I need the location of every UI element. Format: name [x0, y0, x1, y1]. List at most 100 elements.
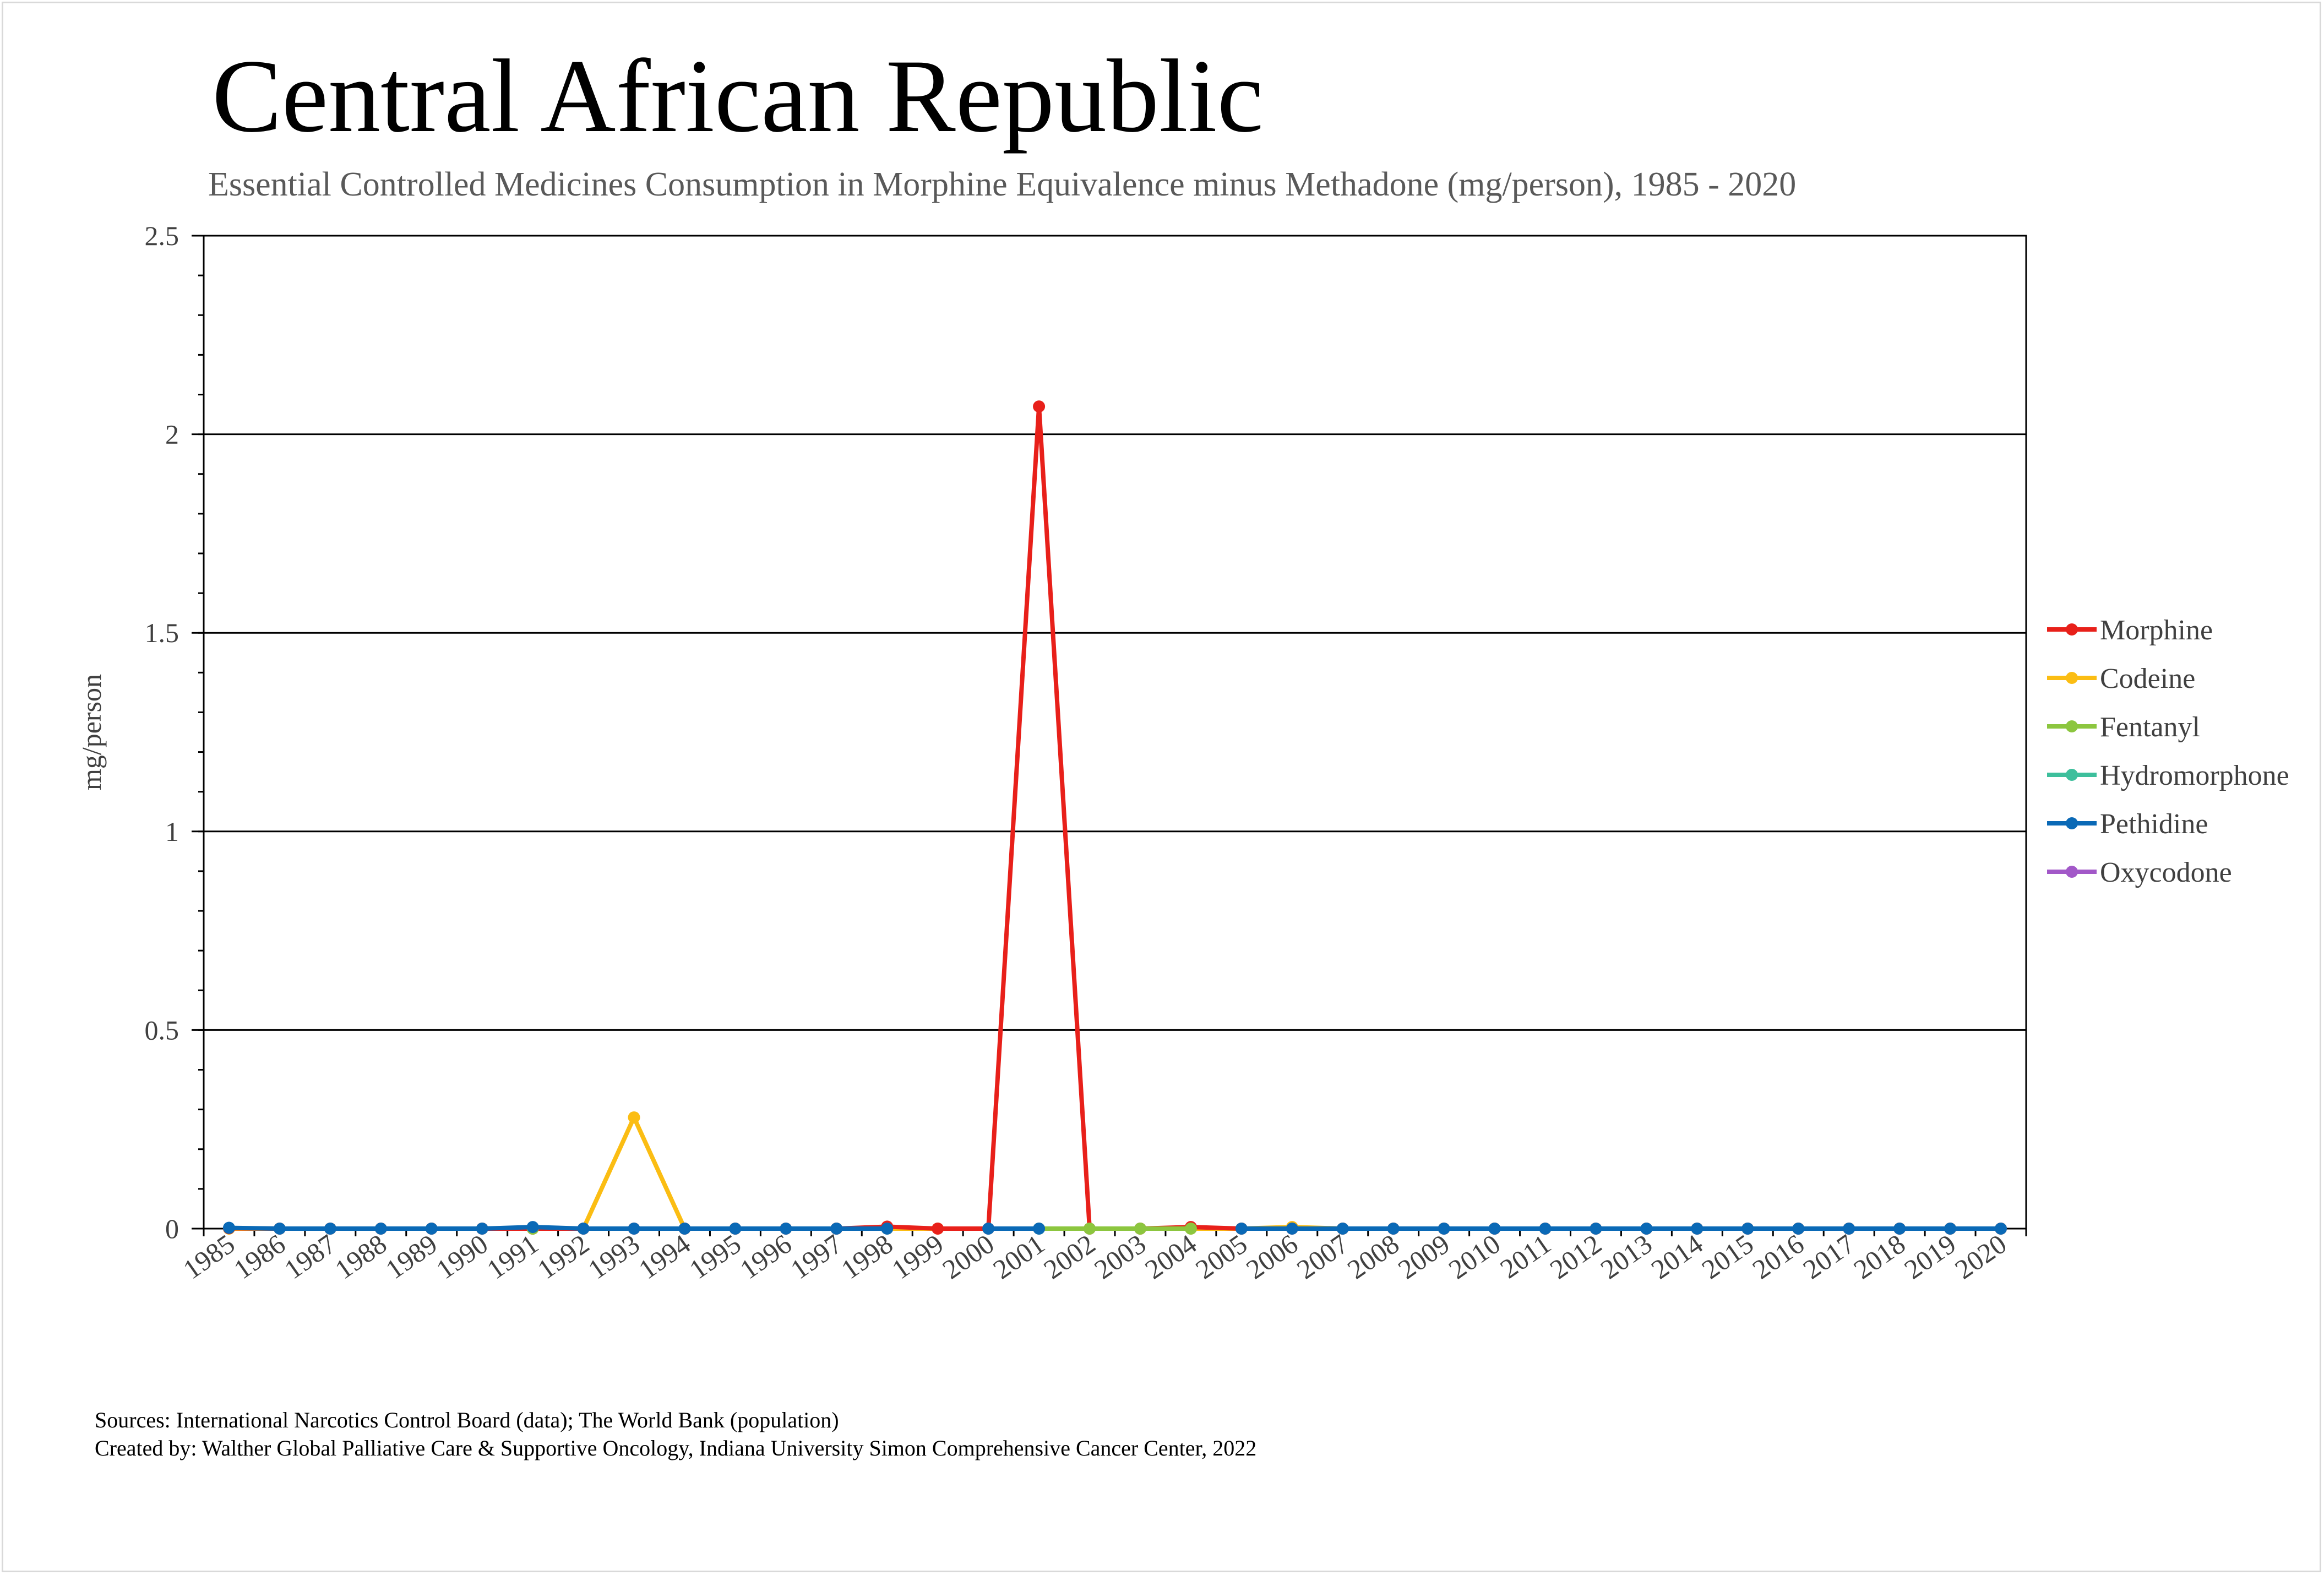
- y-axis-title: mg/person: [76, 674, 107, 790]
- x-tick-label-2012: 2012: [1544, 1228, 1607, 1285]
- legend-swatch-marker-hydromorphone: [2066, 769, 2078, 781]
- point-codeine-1993: [628, 1111, 640, 1124]
- plot-area-border: [203, 235, 2027, 1230]
- legend-swatch-marker-codeine: [2066, 672, 2078, 684]
- point-pethidine-1997: [830, 1223, 843, 1235]
- x-tick-label-1987: 1987: [279, 1228, 341, 1285]
- x-tick-label-1986: 1986: [228, 1228, 291, 1285]
- point-pethidine-2017: [1843, 1223, 1855, 1235]
- legend-item-hydromorphone: Hydromorphone: [2047, 760, 2289, 791]
- x-tick-label-1990: 1990: [431, 1228, 493, 1285]
- x-tick-label-2002: 2002: [1038, 1228, 1101, 1285]
- legend-label-oxycodone: Oxycodone: [2100, 857, 2232, 888]
- legend-item-oxycodone: Oxycodone: [2047, 857, 2232, 888]
- point-pethidine-2007: [1336, 1223, 1349, 1235]
- point-morphine-1999: [932, 1223, 944, 1235]
- legend-item-codeine: Codeine: [2047, 663, 2195, 694]
- x-tick-label-1993: 1993: [583, 1228, 645, 1285]
- legend-swatch-marker-morphine: [2066, 623, 2078, 636]
- chart-subtitle: Essential Controlled Medicines Consumpti…: [208, 166, 1796, 203]
- legend-item-pethidine: Pethidine: [2047, 808, 2208, 840]
- point-pethidine-1989: [425, 1223, 438, 1235]
- point-pethidine-1990: [476, 1223, 488, 1235]
- point-pethidine-2016: [1792, 1223, 1805, 1235]
- point-pethidine-1985: [222, 1221, 235, 1234]
- x-tick-label-2009: 2009: [1392, 1228, 1455, 1285]
- legend-label-hydromorphone: Hydromorphone: [2100, 760, 2289, 791]
- x-tick-label-2005: 2005: [1190, 1228, 1253, 1285]
- point-pethidine-2014: [1691, 1223, 1703, 1235]
- point-pethidine-1992: [577, 1223, 590, 1235]
- point-fentanyl-2004: [1184, 1223, 1197, 1235]
- series-codeine: [222, 1111, 2007, 1235]
- x-tick-label-1995: 1995: [684, 1228, 747, 1285]
- point-pethidine-1998: [881, 1223, 894, 1235]
- point-pethidine-1994: [678, 1223, 691, 1235]
- x-tick-label-2013: 2013: [1595, 1228, 1658, 1285]
- x-tick-label-1999: 1999: [886, 1228, 949, 1285]
- x-tick-label-2010: 2010: [1443, 1228, 1506, 1285]
- x-tick-label-2015: 2015: [1696, 1228, 1759, 1285]
- series-line-codeine: [227, 1115, 940, 1231]
- series-line-pethidine: [227, 1225, 890, 1231]
- x-tick-label-1996: 1996: [734, 1228, 797, 1285]
- point-pethidine-1993: [628, 1223, 640, 1235]
- sources-note: Sources: International Narcotics Control…: [95, 1408, 839, 1432]
- x-tick-label-2016: 2016: [1747, 1228, 1810, 1285]
- x-tick-label-2017: 2017: [1797, 1228, 1860, 1285]
- y-tick-label-1.5: 1.5: [145, 617, 179, 648]
- x-tick-label-2004: 2004: [1139, 1228, 1202, 1285]
- point-pethidine-2001: [1033, 1223, 1046, 1235]
- x-tick-label-2011: 2011: [1494, 1228, 1556, 1284]
- point-pethidine-1986: [273, 1223, 286, 1235]
- y-tick-label-1: 1: [165, 816, 179, 847]
- x-tick-label-2014: 2014: [1646, 1228, 1708, 1285]
- x-tick-label-2008: 2008: [1342, 1228, 1405, 1285]
- point-pethidine-2006: [1286, 1223, 1298, 1235]
- legend-swatch-marker-oxycodone: [2066, 866, 2078, 878]
- point-pethidine-1991: [526, 1221, 539, 1234]
- point-pethidine-2009: [1438, 1223, 1450, 1235]
- created-by-note: Created by: Walther Global Palliative Ca…: [95, 1436, 1256, 1460]
- point-pethidine-2012: [1590, 1223, 1602, 1235]
- legend-label-pethidine: Pethidine: [2100, 808, 2208, 840]
- x-tick-label-2001: 2001: [987, 1228, 1050, 1285]
- x-tick-label-1991: 1991: [481, 1228, 544, 1285]
- point-pethidine-2005: [1235, 1223, 1248, 1235]
- x-tick-label-2007: 2007: [1291, 1228, 1354, 1285]
- point-pethidine-1988: [374, 1223, 387, 1235]
- point-fentanyl-2003: [1134, 1223, 1146, 1235]
- point-pethidine-1995: [729, 1223, 742, 1235]
- x-tick-label-1998: 1998: [836, 1228, 899, 1285]
- series-pethidine: [222, 1221, 2007, 1235]
- legend-label-morphine: Morphine: [2100, 615, 2213, 646]
- point-pethidine-2000: [982, 1223, 995, 1235]
- x-tick-label-2003: 2003: [1088, 1228, 1151, 1285]
- point-pethidine-2013: [1640, 1223, 1653, 1235]
- point-pethidine-2018: [1893, 1223, 1906, 1235]
- x-tick-label-1988: 1988: [329, 1228, 392, 1285]
- y-tick-label-0.5: 0.5: [145, 1014, 179, 1045]
- point-pethidine-2015: [1741, 1223, 1754, 1235]
- point-pethidine-2008: [1387, 1223, 1400, 1235]
- x-tick-label-1989: 1989: [380, 1228, 443, 1285]
- point-pethidine-2019: [1944, 1223, 1957, 1235]
- x-tick-label-1992: 1992: [532, 1228, 595, 1285]
- legend-label-codeine: Codeine: [2100, 663, 2195, 694]
- x-tick-label-1997: 1997: [785, 1228, 848, 1285]
- point-fentanyl-2002: [1084, 1223, 1096, 1235]
- point-pethidine-1996: [780, 1223, 792, 1235]
- series-morphine: [222, 400, 2007, 1235]
- chart-title: Central African Republic: [212, 39, 1264, 154]
- y-tick-label-0: 0: [165, 1213, 179, 1244]
- legend-item-morphine: Morphine: [2047, 615, 2213, 646]
- x-tick-label-2019: 2019: [1898, 1228, 1961, 1285]
- y-tick-label-2.5: 2.5: [145, 220, 179, 251]
- point-morphine-2001: [1033, 400, 1046, 413]
- x-tick-label-1985: 1985: [177, 1228, 240, 1285]
- legend-swatch-marker-pethidine: [2066, 817, 2078, 829]
- point-pethidine-2020: [1995, 1223, 2007, 1235]
- y-tick-label-2: 2: [165, 419, 179, 450]
